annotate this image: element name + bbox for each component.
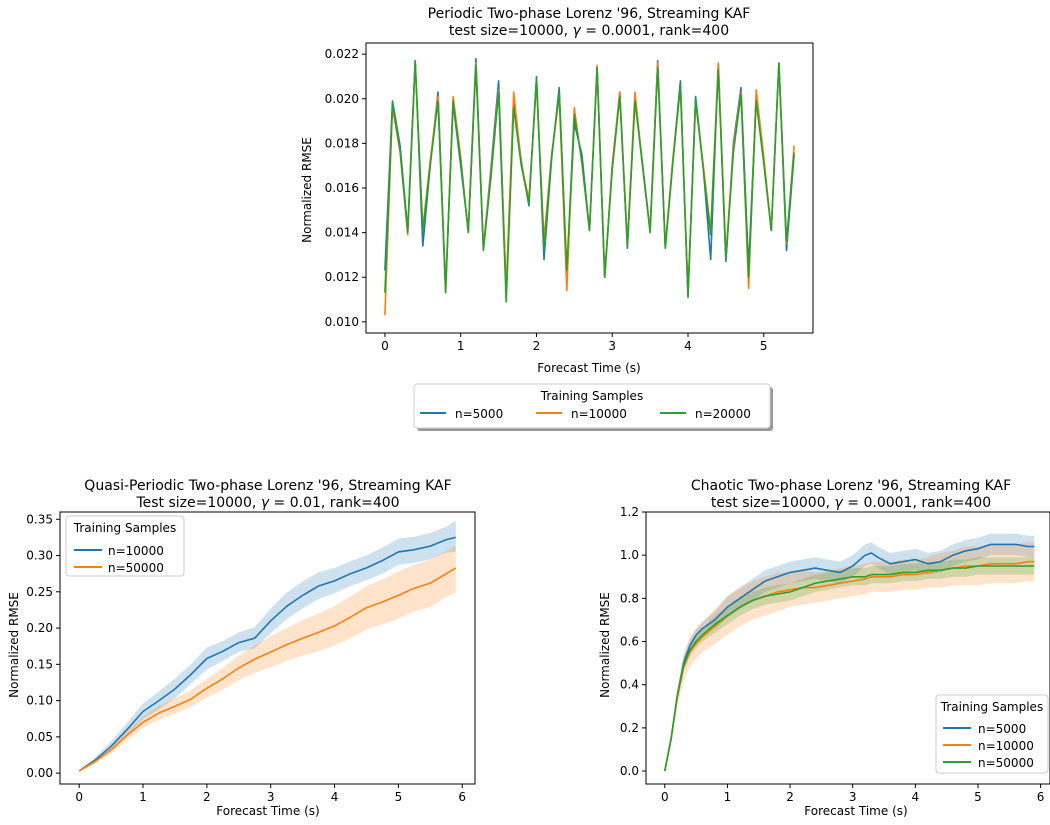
chart-quasi-xlabel: Forecast Time (s): [216, 804, 319, 818]
x-tick-label: 3: [849, 790, 857, 804]
legend-box: [413, 383, 771, 429]
x-tick-label: 4: [684, 339, 692, 353]
y-tick-label: 1.2: [620, 505, 639, 519]
y-tick-label: 0.018: [325, 136, 359, 150]
y-tick-label: 0.05: [26, 730, 53, 744]
y-tick-label: 0.014: [325, 226, 359, 240]
x-tick-label: 1: [139, 790, 147, 804]
y-tick-label: 0.010: [325, 315, 359, 329]
y-tick-label: 0.6: [620, 635, 639, 649]
y-tick-label: 1.0: [620, 548, 639, 562]
chart-periodic-title: Periodic Two-phase Lorenz '96, Streaming…: [428, 6, 751, 22]
chart-quasi-subtitle-prefix: Test size=10000,: [135, 495, 260, 511]
confidence-band-n10000: [79, 520, 456, 772]
chart-chaotic-subtitle-suffix: = 0.0001, rank=400: [843, 495, 991, 511]
chart-periodic-subtitle-gamma: γ: [573, 23, 582, 39]
chart-quasi-legend: Training Samples n=10000 n=50000: [65, 515, 185, 577]
chart-periodic-legend: Training Samples n=5000 n=10000 n=20000: [413, 383, 773, 431]
y-tick-label: 0.10: [26, 694, 53, 708]
y-tick-label: 0.15: [26, 657, 53, 671]
series-line-n20000: [384, 59, 795, 303]
y-tick-label: 0.4: [620, 678, 639, 692]
chart-chaotic-ylabel: Normalized RMSE: [598, 592, 612, 698]
x-tick-label: 5: [760, 339, 768, 353]
y-tick-label: 0.016: [325, 181, 359, 195]
plot-frame: [59, 511, 476, 785]
legend-label-n50000: n=50000: [108, 561, 164, 575]
x-tick-label: 1: [457, 339, 465, 353]
y-tick-label: 0.0: [620, 764, 639, 778]
y-tick-label: 0.012: [325, 270, 359, 284]
chart-quasi-subtitle-suffix: = 0.01, rank=400: [269, 495, 399, 511]
chart-quasi-ylabel: Normalized RMSE: [7, 592, 21, 698]
chart-periodic-subtitle: test size=10000, γ = 0.0001, rank=400: [449, 23, 729, 39]
chart-quasi-title: Quasi-Periodic Two-phase Lorenz '96, Str…: [84, 478, 451, 494]
chart-chaotic: Chaotic Two-phase Lorenz '96, Streaming …: [598, 478, 1050, 818]
y-tick-label: 0.30: [26, 549, 53, 563]
chart-chaotic-subtitle-gamma: γ: [835, 495, 844, 511]
y-tick-label: 0.35: [26, 512, 53, 526]
x-tick-label: 0: [75, 790, 83, 804]
x-tick-label: 3: [267, 790, 275, 804]
chart-chaotic-subtitle: test size=10000, γ = 0.0001, rank=400: [711, 495, 991, 511]
chart-chaotic-xlabel: Forecast Time (s): [804, 804, 907, 818]
legend-label-n10000: n=10000: [978, 739, 1034, 753]
plot-frame: [645, 511, 1050, 785]
legend-title: Training Samples: [540, 389, 643, 403]
series-line-n50000: [664, 565, 1035, 772]
chart-chaotic-plot-area: 0 1 2 3 4 5 6 0.0 0.2 0.4 0.6 0.8 1.0 1.2: [620, 505, 1050, 804]
x-tick-label: 5: [974, 790, 982, 804]
y-tick-label: 0.00: [26, 766, 53, 780]
x-tick-label: 6: [458, 790, 466, 804]
legend-label-n20000: n=20000: [695, 407, 751, 421]
x-tick-label: 0: [381, 339, 389, 353]
series-line-n50000: [78, 567, 457, 772]
legend-box: [935, 694, 1049, 774]
chart-chaotic-title: Chaotic Two-phase Lorenz '96, Streaming …: [691, 478, 1011, 494]
x-tick-label: 4: [331, 790, 339, 804]
confidence-band-n5000: [664, 533, 1035, 771]
x-tick-label: 5: [395, 790, 403, 804]
x-tick-label: 2: [533, 339, 541, 353]
chart-periodic-plot-area: 0 1 2 3 4 5 0.010 0.012 0.014 0.016 0.018 0.020 0.02…: [325, 42, 814, 353]
legend-title: Training Samples: [73, 521, 176, 535]
series-line-n10000: [664, 560, 1035, 772]
chart-quasi-subtitle: Test size=10000, γ = 0.01, rank=400: [135, 495, 399, 511]
legend-title: Training Samples: [940, 700, 1043, 714]
x-tick-label: 2: [203, 790, 211, 804]
y-tick-label: 0.25: [26, 585, 53, 599]
chart-periodic-ylabel: Normalized RMSE: [300, 137, 314, 243]
chart-periodic-xlabel: Forecast Time (s): [537, 361, 640, 375]
x-tick-label: 2: [786, 790, 794, 804]
x-tick-label: 4: [912, 790, 920, 804]
legend-label-n5000: n=5000: [455, 407, 503, 421]
confidence-band-n50000: [79, 545, 456, 772]
chart-chaotic-subtitle-prefix: test size=10000,: [711, 495, 835, 511]
chart-quasi-subtitle-gamma: γ: [261, 495, 270, 511]
y-tick-label: 0.20: [26, 621, 53, 635]
series-line-n10000: [78, 536, 456, 772]
legend-box: [65, 515, 185, 577]
chart-chaotic-legend: Training Samples n=5000 n=10000 n=50000: [935, 694, 1049, 774]
x-tick-label: 3: [608, 339, 616, 353]
y-tick-label: 0.020: [325, 92, 359, 106]
chart-periodic-subtitle-suffix: = 0.0001, rank=400: [581, 23, 729, 39]
legend-label-n50000: n=50000: [978, 756, 1034, 770]
series-line-n5000: [664, 543, 1035, 772]
y-tick-label: 0.022: [325, 47, 359, 61]
legend-label-n10000: n=10000: [108, 544, 164, 558]
legend-label-n5000: n=5000: [978, 722, 1026, 736]
x-tick-label: 6: [1037, 790, 1045, 804]
chart-periodic-subtitle-prefix: test size=10000,: [449, 23, 573, 39]
y-tick-label: 0.8: [620, 591, 639, 605]
x-tick-label: 1: [724, 790, 732, 804]
chart-periodic: Periodic Two-phase Lorenz '96, Streaming…: [300, 6, 814, 431]
chart-quasi-plot-area: 0 1 2 3 4 5 6 0.00 0.05 0.10 0.15 0.20 0.25 0.30 0.35: [26, 511, 476, 804]
chart-quasi-periodic: Quasi-Periodic Two-phase Lorenz '96, Str…: [7, 478, 476, 818]
legend-label-n10000: n=10000: [571, 407, 627, 421]
x-tick-label: 0: [661, 790, 669, 804]
y-tick-label: 0.2: [620, 721, 639, 735]
